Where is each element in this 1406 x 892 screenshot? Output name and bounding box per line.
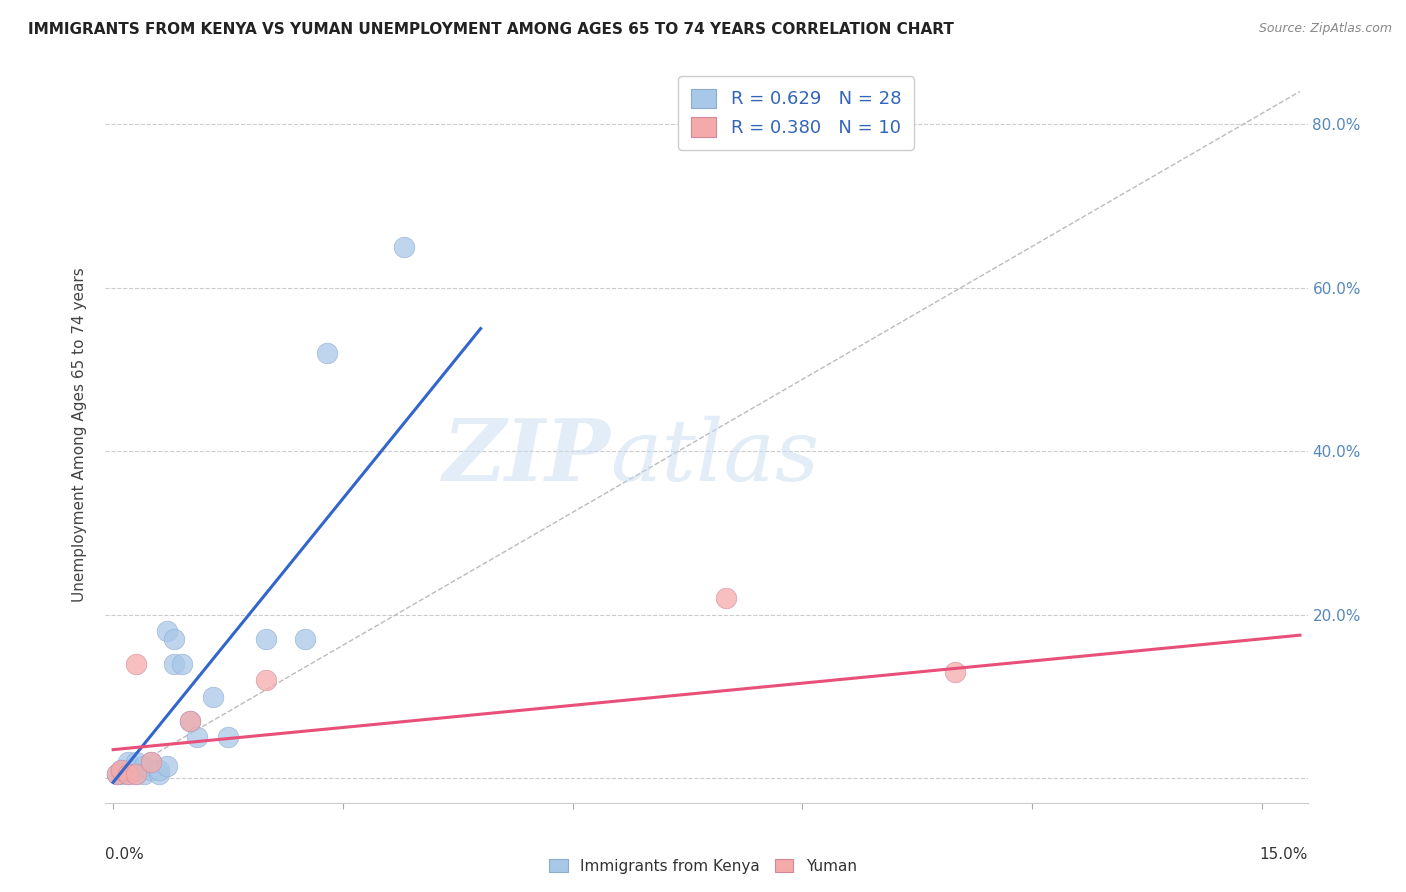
Point xyxy=(117,767,139,781)
Point xyxy=(132,759,155,773)
Point xyxy=(163,657,186,671)
Point xyxy=(141,755,163,769)
Text: 0.0%: 0.0% xyxy=(105,847,145,862)
Text: IMMIGRANTS FROM KENYA VS YUMAN UNEMPLOYMENT AMONG AGES 65 TO 74 YEARS CORRELATIO: IMMIGRANTS FROM KENYA VS YUMAN UNEMPLOYM… xyxy=(28,22,955,37)
Point xyxy=(316,346,339,360)
Text: ZIP: ZIP xyxy=(443,415,610,499)
Point xyxy=(125,767,148,781)
Point xyxy=(110,763,132,777)
Legend: Immigrants from Kenya, Yuman: Immigrants from Kenya, Yuman xyxy=(543,853,863,880)
Point xyxy=(714,591,737,606)
Point xyxy=(217,731,239,745)
Point xyxy=(125,755,148,769)
Point xyxy=(125,763,148,777)
Point xyxy=(156,759,179,773)
Text: 15.0%: 15.0% xyxy=(1260,847,1308,862)
Point xyxy=(163,632,186,647)
Point xyxy=(105,767,128,781)
Point xyxy=(294,632,316,647)
Point xyxy=(110,763,132,777)
Point xyxy=(254,632,277,647)
Point xyxy=(105,767,128,781)
Point xyxy=(186,731,208,745)
Legend: R = 0.629   N = 28, R = 0.380   N = 10: R = 0.629 N = 28, R = 0.380 N = 10 xyxy=(678,76,914,150)
Point xyxy=(117,763,139,777)
Point xyxy=(141,763,163,777)
Point xyxy=(117,767,139,781)
Point xyxy=(132,767,155,781)
Text: Source: ZipAtlas.com: Source: ZipAtlas.com xyxy=(1258,22,1392,36)
Point xyxy=(392,240,415,254)
Point xyxy=(943,665,966,679)
Point xyxy=(156,624,179,639)
Point xyxy=(179,714,201,728)
Point xyxy=(125,657,148,671)
Point xyxy=(170,657,193,671)
Point xyxy=(110,767,132,781)
Point xyxy=(141,755,163,769)
Point xyxy=(201,690,224,704)
Point xyxy=(148,767,170,781)
Y-axis label: Unemployment Among Ages 65 to 74 years: Unemployment Among Ages 65 to 74 years xyxy=(72,268,87,602)
Point xyxy=(179,714,201,728)
Point xyxy=(254,673,277,688)
Point xyxy=(148,763,170,777)
Point xyxy=(117,755,139,769)
Point xyxy=(125,767,148,781)
Text: atlas: atlas xyxy=(610,416,820,499)
